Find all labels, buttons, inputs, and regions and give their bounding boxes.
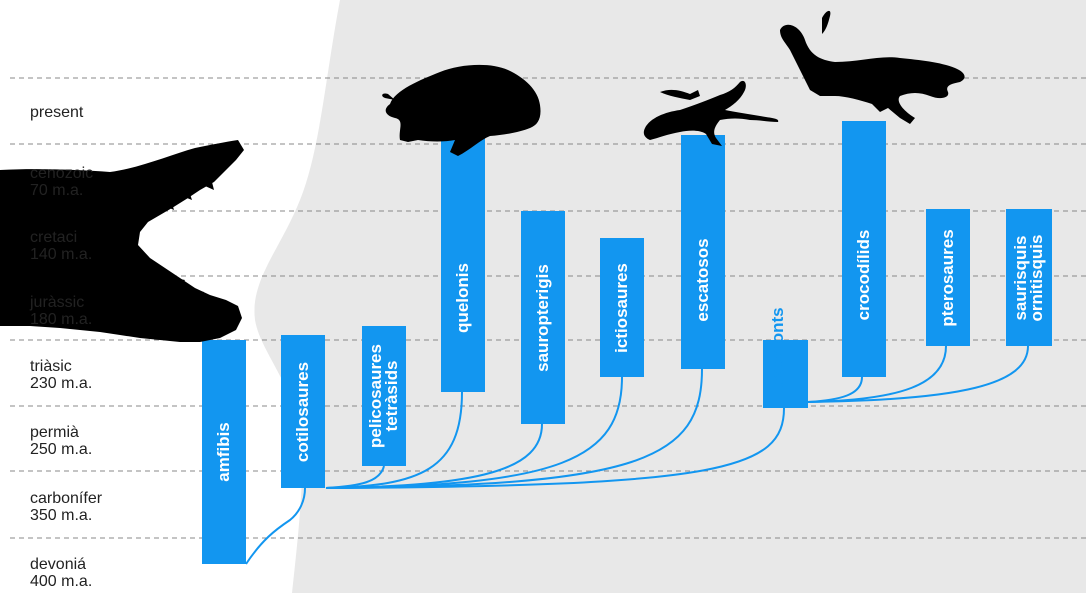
bar-ictiosaures: ictiosaures <box>600 238 644 377</box>
branch-tecodonts <box>325 407 785 489</box>
bar-saurisquis-ornitisquis: saurisquis ornitisquis <box>1006 209 1052 346</box>
crocodile-icon <box>780 10 965 124</box>
bar-amfibis: amfibis <box>202 340 246 564</box>
bar-escatosos: escatosos <box>681 135 725 369</box>
crocodile-skull-icon <box>0 140 244 342</box>
era-jurassic: juràssic 180 m.a. <box>30 294 93 328</box>
bar-crocodilids: crocodílids <box>842 121 886 377</box>
lizard-icon <box>643 80 779 146</box>
era-cretaci: cretaci 140 m.a. <box>30 229 93 263</box>
era-permia: permià 250 m.a. <box>30 424 93 458</box>
bar-sauropterigis: sauropterigis <box>521 211 565 424</box>
bar-quelonis: quelonis <box>441 116 485 392</box>
era-cenozoic: cenozoic 70 m.a. <box>30 165 94 199</box>
era-present: present <box>30 104 84 121</box>
branch-amfibis-cotilosaures <box>245 487 306 565</box>
branch-saurisquis <box>807 345 1029 403</box>
branch-escatosos <box>325 368 703 489</box>
era-carbonifer: carbonífer 350 m.a. <box>30 490 103 524</box>
era-devonia: devoniá 400 m.a. <box>30 556 93 590</box>
era-triasic: triàsic 230 m.a. <box>30 358 93 392</box>
bar-pterosaures: pterosaures <box>926 209 970 346</box>
bar-cotilosaures: cotilosaures <box>281 335 325 488</box>
bar-tecodonts: tecodonts <box>763 307 808 408</box>
bar-pelicosaures-tetrasids: pelicosaures tetràsids <box>362 326 406 466</box>
tortoise-icon <box>382 64 541 156</box>
